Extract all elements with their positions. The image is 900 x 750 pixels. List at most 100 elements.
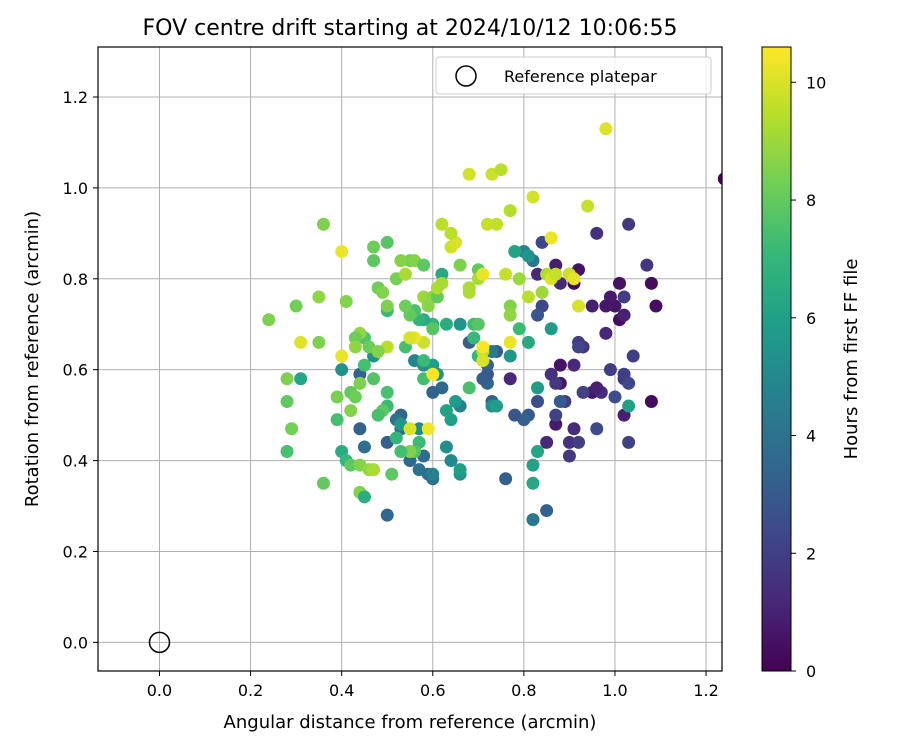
data-point (357, 440, 371, 454)
data-point (572, 435, 586, 449)
reference-point (148, 631, 171, 654)
data-point (576, 385, 590, 399)
data-point (540, 435, 554, 449)
data-point (567, 272, 581, 286)
data-point (462, 381, 476, 395)
data-point (403, 422, 417, 436)
data-point (622, 435, 636, 449)
data-point (426, 322, 440, 336)
data-point (294, 335, 308, 349)
data-point (476, 340, 490, 354)
data-point (385, 467, 399, 481)
colorbar-ticks: 0 2 4 6 8 10 (791, 73, 826, 681)
data-point (490, 217, 504, 231)
data-point (435, 276, 449, 290)
data-point (622, 217, 636, 231)
data-point (499, 267, 513, 281)
data-point (549, 417, 563, 431)
data-point (348, 390, 362, 404)
data-point (398, 299, 412, 313)
data-point (521, 290, 535, 304)
data-point (581, 199, 595, 213)
y-tick-label: 0.0 (63, 633, 88, 652)
data-point (572, 340, 586, 354)
data-point (462, 281, 476, 295)
data-point (590, 226, 604, 240)
data-point (403, 444, 417, 458)
data-point (285, 422, 299, 436)
colorbar-tick-label: 10 (806, 73, 826, 92)
data-point (503, 372, 517, 386)
legend-reference-label: Reference platepar (504, 67, 657, 86)
data-point (449, 394, 463, 408)
colorbar-tick-label: 6 (806, 309, 816, 328)
data-point (531, 381, 545, 395)
colorbar: 0 2 4 6 8 10 Hours from first FF file (761, 46, 862, 681)
data-point (289, 299, 303, 313)
data-point (622, 399, 636, 413)
data-point (367, 372, 381, 386)
data-point (348, 331, 362, 345)
data-point (494, 163, 508, 177)
data-point (353, 422, 367, 436)
y-tick-label: 0.4 (63, 452, 88, 471)
data-point (649, 299, 663, 313)
data-point (590, 422, 604, 436)
data-point (476, 372, 490, 386)
data-point (535, 285, 549, 299)
legend-reference-marker (455, 65, 477, 87)
scatter-points (262, 122, 722, 527)
data-point (335, 245, 349, 259)
legend: Reference platepar (435, 56, 712, 95)
chart-title: FOV centre drift starting at 2024/10/12 … (143, 16, 678, 41)
data-point (526, 190, 540, 204)
y-tick-label: 0.2 (63, 542, 88, 561)
data-point (371, 345, 385, 359)
y-axis-label: Rotation from reference (arcmin) (22, 211, 43, 507)
data-point (444, 454, 458, 468)
data-point (585, 299, 599, 313)
data-point (380, 508, 394, 522)
data-point (572, 299, 586, 313)
data-point (622, 376, 636, 390)
data-point (599, 299, 613, 313)
data-point (644, 394, 658, 408)
data-point (508, 245, 522, 259)
data-point (367, 254, 381, 268)
colorbar-tick-label: 8 (806, 191, 816, 210)
data-point (380, 299, 394, 313)
data-point (617, 308, 631, 322)
data-point (421, 422, 435, 436)
plot-frame (97, 46, 723, 672)
data-point (531, 267, 545, 281)
data-point (562, 449, 576, 463)
data-point (430, 290, 444, 304)
data-point (626, 349, 640, 363)
data-point (490, 399, 504, 413)
data-point (471, 317, 485, 331)
data-point (503, 204, 517, 218)
data-point (508, 408, 522, 422)
y-axis-ticks: 0.0 0.2 0.4 0.6 0.8 1.0 1.2 (63, 88, 98, 652)
data-point (462, 167, 476, 181)
data-point (521, 249, 535, 263)
x-axis-ticks: 0.0 0.2 0.4 0.6 0.8 1.0 1.2 (147, 671, 719, 700)
data-point (380, 385, 394, 399)
data-point (480, 217, 494, 231)
data-point (294, 372, 308, 386)
data-point (553, 394, 567, 408)
x-tick-label: 0.8 (511, 681, 536, 700)
data-point (439, 440, 453, 454)
colorbar-tick-label: 0 (806, 662, 816, 681)
data-point (553, 358, 567, 372)
data-point (503, 308, 517, 322)
data-point (371, 408, 385, 422)
data-point (590, 381, 604, 395)
data-point (453, 463, 467, 477)
data-point (312, 290, 326, 304)
data-point (403, 331, 417, 345)
y-tick-label: 1.0 (63, 179, 88, 198)
data-point (380, 235, 394, 249)
data-point (262, 313, 276, 327)
data-point (426, 367, 440, 381)
